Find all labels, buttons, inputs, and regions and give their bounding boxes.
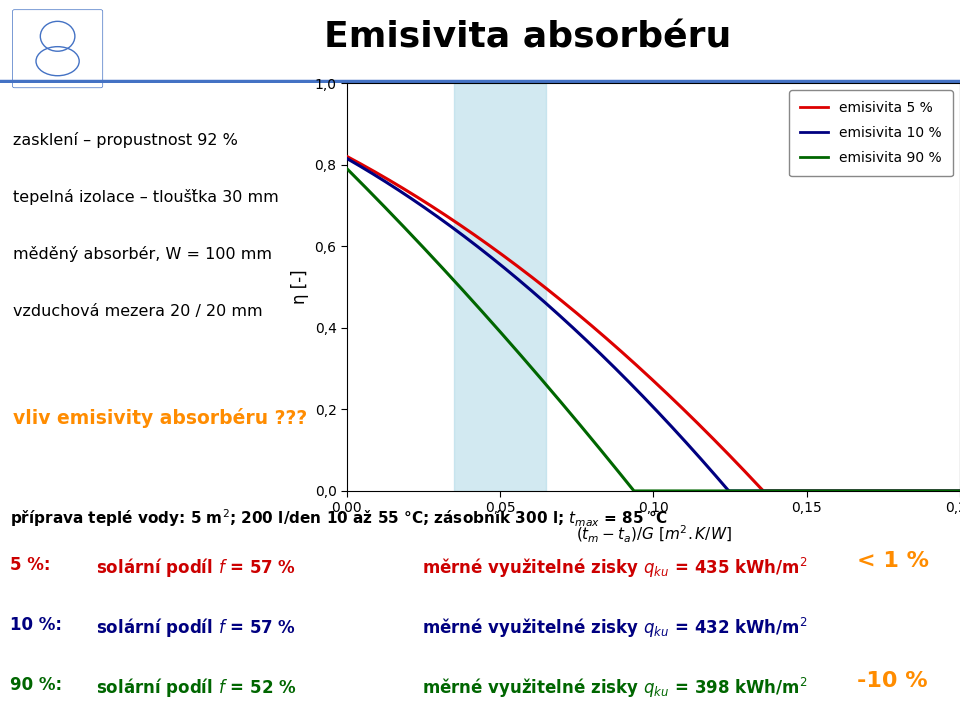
Text: tepelná izolace – tloušťka 30 mm: tepelná izolace – tloušťka 30 mm [13, 189, 279, 205]
Legend: emisivita 5 %, emisivita 10 %, emisivita 90 %: emisivita 5 %, emisivita 10 %, emisivita… [789, 90, 953, 176]
Text: vliv emisivity absorbéru ???: vliv emisivity absorbéru ??? [13, 407, 308, 427]
Text: -10 %: -10 % [857, 671, 928, 691]
Text: Emisivita absorbéru: Emisivita absorbéru [324, 20, 732, 54]
Text: měrné využitelné zisky $q_{ku}$ = 432 kWh/m$^2$: měrné využitelné zisky $q_{ku}$ = 432 kW… [422, 616, 808, 640]
Text: měrné využitelné zisky $q_{ku}$ = 435 kWh/m$^2$: měrné využitelné zisky $q_{ku}$ = 435 kW… [422, 556, 808, 580]
Text: měděný absorbér, W = 100 mm: měděný absorbér, W = 100 mm [13, 246, 273, 262]
Text: 90 %:: 90 %: [10, 676, 61, 694]
Text: 10 %:: 10 %: [10, 616, 61, 634]
Text: < 1 %: < 1 % [857, 551, 929, 571]
Text: měrné využitelné zisky $q_{ku}$ = 398 kWh/m$^2$: měrné využitelné zisky $q_{ku}$ = 398 kW… [422, 676, 808, 700]
X-axis label: $(t_m - t_a)/G\ [m^2.K/W]$: $(t_m - t_a)/G\ [m^2.K/W]$ [576, 523, 732, 545]
Y-axis label: η [-]: η [-] [291, 270, 309, 304]
Text: solární podíl $f$ = 57 %: solární podíl $f$ = 57 % [96, 556, 296, 578]
Bar [454, 83, 546, 491]
Text: solární podíl $f$ = 52 %: solární podíl $f$ = 52 % [96, 676, 297, 699]
Text: 5 %:: 5 %: [10, 556, 50, 574]
Text: zasklení – propustnost 92 %: zasklení – propustnost 92 % [13, 132, 238, 148]
Text: příprava teplé vody: 5 m$^2$; 200 l/den 10 až 55 °C; zásobník 300 l; $t_{max}$ =: příprava teplé vody: 5 m$^2$; 200 l/den … [10, 507, 668, 529]
Text: vzduchová mezera 20 / 20 mm: vzduchová mezera 20 / 20 mm [13, 304, 263, 319]
Text: solární podíl $f$ = 57 %: solární podíl $f$ = 57 % [96, 616, 296, 639]
